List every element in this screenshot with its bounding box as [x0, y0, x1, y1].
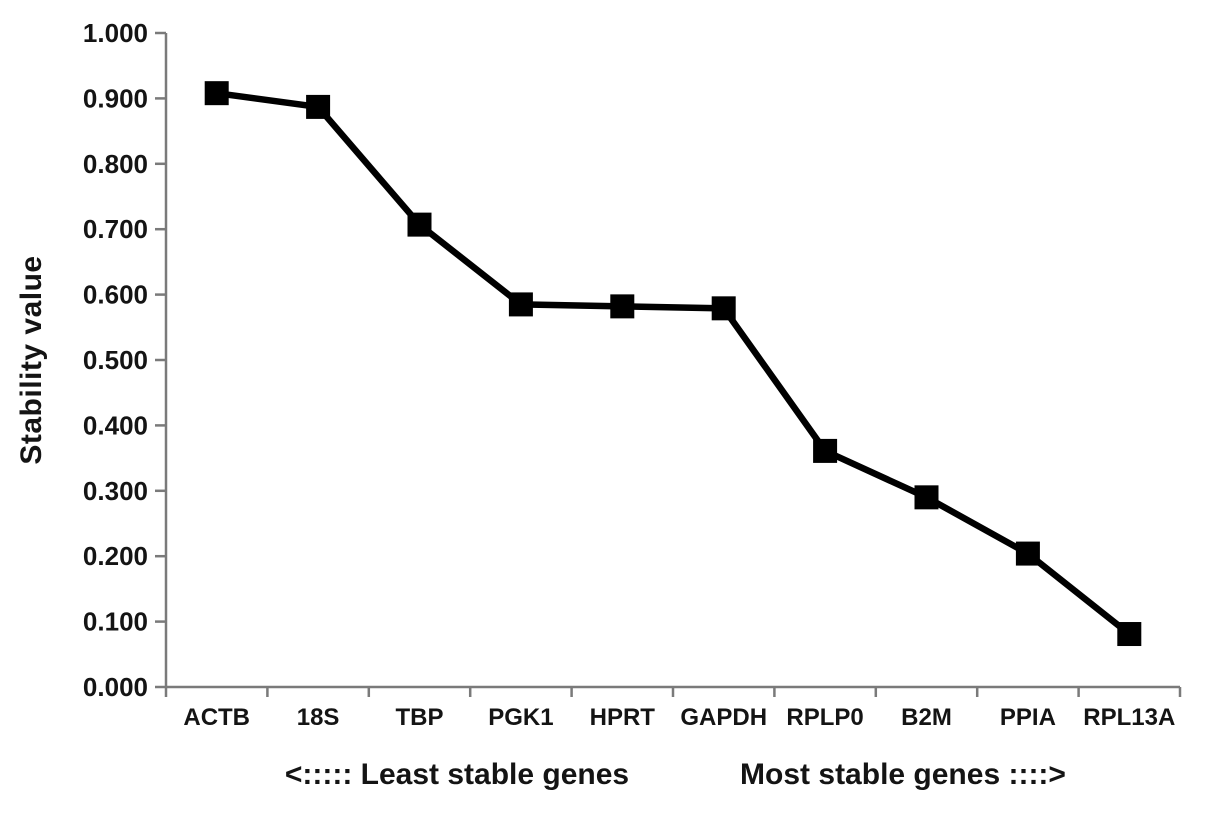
x-category-label: RPL13A [1083, 704, 1175, 731]
x-axis-annotation-least-stable: <::::: Least stable genes [284, 758, 630, 791]
data-point-marker [610, 294, 635, 319]
data-point-marker [813, 438, 838, 463]
series-line [216, 89, 1132, 637]
y-tick-label: 0.700 [83, 214, 148, 244]
y-tick-label: 0.200 [83, 541, 148, 571]
data-point-marker [204, 81, 229, 106]
y-tick-label: 0.300 [83, 476, 148, 506]
x-axis-annotation-most-stable: Most stable genes ::::> [740, 758, 1066, 791]
data-point-marker [407, 212, 432, 237]
x-category-label: HPRT [590, 704, 656, 731]
y-tick-label: 1.000 [83, 18, 148, 48]
x-category-label: 18S [297, 704, 340, 731]
y-tick-label: 0.100 [83, 607, 148, 637]
x-category-label: TBP [396, 704, 444, 731]
y-tick-label: 0.600 [83, 280, 148, 310]
y-tick-label: 0.900 [83, 83, 148, 113]
y-tick-label: 0.500 [83, 345, 148, 375]
y-tick-label: 0.800 [83, 149, 148, 179]
x-category-label: PPIA [1000, 704, 1056, 731]
y-axis-title: Stability value [15, 255, 48, 465]
x-category-label: PGK1 [488, 704, 553, 731]
y-tick-label: 0.400 [83, 410, 148, 440]
x-category-label: RPLP0 [786, 704, 863, 731]
x-category-label: ACTB [183, 704, 250, 731]
data-point-marker [508, 292, 533, 317]
data-point-marker [1015, 541, 1040, 566]
x-category-label: GAPDH [680, 704, 767, 731]
data-point-marker [711, 296, 736, 321]
x-category-label: B2M [901, 704, 952, 731]
y-tick-label: 0.000 [83, 672, 148, 702]
data-point-marker [914, 485, 939, 510]
data-point-marker [1117, 622, 1142, 647]
data-point-marker [306, 94, 331, 119]
